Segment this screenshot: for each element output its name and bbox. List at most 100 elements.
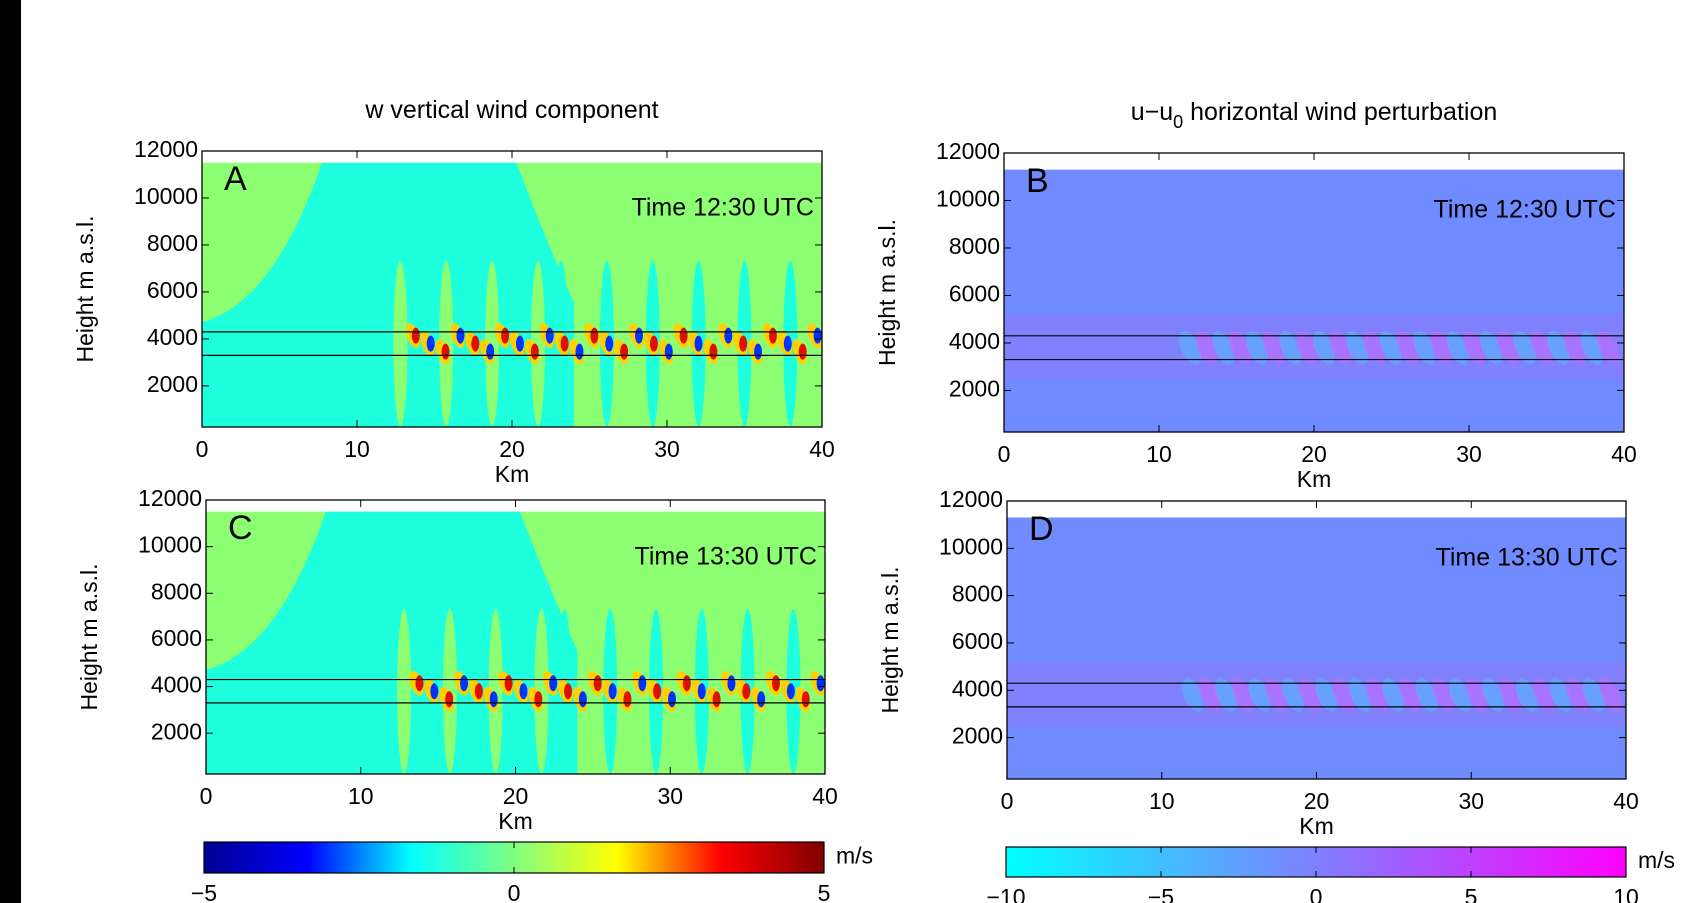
x-tick-label: 10 [344, 436, 370, 462]
wave-cell [712, 691, 721, 708]
x-tick-label: 10 [348, 783, 374, 809]
panel-label: B [1026, 162, 1049, 200]
wave-cell [504, 675, 513, 692]
colorbar-tick-label: 0 [1310, 884, 1323, 903]
wave-cell [593, 675, 602, 692]
x-tick-label: 40 [809, 436, 835, 462]
wave-cell [724, 327, 733, 344]
wave-band [488, 609, 503, 774]
wave-cell [1229, 330, 1252, 365]
title-part: w vertical wind component [364, 96, 658, 124]
wave-cell [1245, 330, 1269, 365]
wave-cell [1279, 330, 1302, 365]
annotation: Time 12:30 UTC [1434, 196, 1616, 224]
wave-cell [1580, 330, 1603, 365]
y-tick-label: 2000 [949, 376, 1000, 402]
wave-band [485, 260, 500, 427]
wave-cell [768, 327, 777, 344]
y-tick-label: 10000 [939, 533, 1003, 559]
wave-cell [534, 691, 543, 708]
wave-cell [575, 343, 584, 360]
wave-cell [578, 691, 587, 708]
wave-cell [1346, 330, 1369, 365]
y-axis-label: Height m a.s.l. [76, 564, 102, 711]
wave-cell [1513, 330, 1536, 365]
wave-cell [515, 335, 524, 352]
wave-cell [694, 335, 703, 352]
wave-cell [1362, 330, 1386, 365]
field-region [202, 162, 574, 427]
wave-band [580, 609, 595, 774]
x-tick-label: 0 [196, 436, 209, 462]
wave-band [714, 260, 729, 427]
y-axis-label: Height m a.s.l. [874, 219, 900, 366]
colorbar-label: m/s [1638, 847, 1675, 873]
y-tick-label: 6000 [952, 628, 1003, 654]
wave-cell [664, 343, 673, 360]
panel-label: C [228, 509, 253, 547]
x-axis-label: Km [498, 808, 533, 834]
wave-cell [530, 343, 539, 360]
wave-cell [1195, 330, 1218, 365]
x-tick-label: 30 [654, 436, 680, 462]
wave-cell [489, 691, 498, 708]
wave-cell [590, 327, 599, 344]
x-tick-label: 10 [1146, 441, 1172, 467]
wave-cell [1446, 330, 1469, 365]
wave-cell [635, 327, 643, 344]
x-tick-label: 30 [1458, 788, 1484, 814]
colorbar-tick-label: 10 [1613, 884, 1639, 903]
y-tick-label: 6000 [151, 625, 202, 651]
x-tick-label: 20 [503, 783, 529, 809]
wave-cell [1329, 330, 1352, 365]
field-background [1004, 169, 1624, 432]
wave-cell [679, 327, 688, 344]
wave-cell [727, 675, 736, 692]
y-tick-label: 4000 [949, 328, 1000, 354]
wave-cell [564, 683, 573, 700]
wave-band [439, 260, 454, 427]
wave-cell [813, 327, 822, 344]
field-background [1007, 517, 1626, 779]
x-axis-label: Km [495, 461, 530, 487]
wave-cell [471, 335, 480, 352]
wave-band [717, 609, 732, 774]
wave-band [442, 609, 457, 774]
x-tick-label: 10 [1149, 788, 1175, 814]
wave-cell [1379, 330, 1403, 365]
wave-cell [1599, 678, 1622, 712]
wave-band [671, 609, 686, 774]
x-tick-label: 20 [1304, 788, 1330, 814]
y-tick-label: 2000 [151, 718, 202, 744]
wave-cell [1396, 330, 1419, 365]
y-tick-label: 2000 [952, 723, 1003, 749]
wave-cell [460, 675, 469, 692]
wave-cell [426, 335, 435, 352]
wave-cell [754, 343, 763, 360]
x-tick-label: 20 [499, 436, 525, 462]
wave-cell [1262, 330, 1285, 365]
x-tick-label: 0 [998, 441, 1011, 467]
wave-cell [445, 691, 454, 708]
colorbar-tick-label: −5 [1148, 884, 1174, 903]
x-tick-label: 0 [1001, 788, 1014, 814]
field [1004, 169, 1624, 432]
wave-cell [682, 675, 691, 692]
wave-cell [816, 675, 825, 692]
chart-title: w vertical wind component [364, 96, 658, 124]
y-tick-label: 12000 [939, 486, 1003, 512]
wave-cell [411, 327, 420, 344]
x-axis-label: Km [1299, 813, 1334, 839]
wave-cell [739, 335, 748, 352]
y-tick-label: 10000 [936, 186, 1000, 212]
wave-cell [501, 327, 510, 344]
wave-cell [1597, 330, 1620, 365]
wave-cell [1178, 330, 1202, 365]
y-tick-label: 8000 [952, 581, 1003, 607]
wave-cell [1429, 330, 1453, 365]
field-region [206, 511, 578, 774]
y-tick-label: 8000 [147, 230, 198, 256]
wave-cell [456, 327, 465, 344]
wave-cell [620, 343, 629, 360]
colorbar-label: m/s [836, 843, 873, 869]
